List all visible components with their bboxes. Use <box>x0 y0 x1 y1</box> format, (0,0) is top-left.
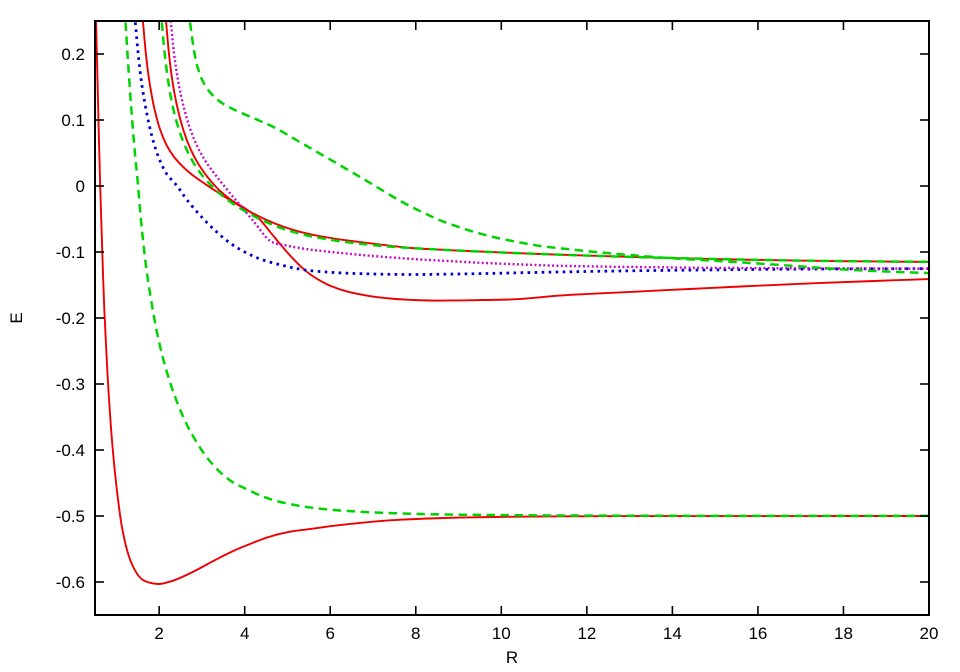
curves-layer <box>95 21 929 585</box>
axis-ticks <box>95 21 930 615</box>
plot-frame <box>94 20 930 616</box>
y-tick-label: -0.3 <box>56 375 85 394</box>
y-tick-label: 0 <box>76 177 85 196</box>
x-tick-label: 6 <box>325 624 334 643</box>
y-tick-label: -0.4 <box>56 441 85 460</box>
x-tick-label: 18 <box>834 624 853 643</box>
x-tick-label: 2 <box>154 624 163 643</box>
curve-blue-dotted <box>133 21 929 276</box>
y-axis-title: E <box>7 312 26 323</box>
curve-red-solid-shallow-well <box>165 21 929 302</box>
curve-green-dashed-upper-b <box>188 21 929 275</box>
x-tick-label: 20 <box>920 624 939 643</box>
curve-red-solid-deep-well <box>95 21 929 585</box>
x-tick-label: 14 <box>663 624 682 643</box>
y-tick-label: -0.2 <box>56 309 85 328</box>
y-tick-label: -0.6 <box>56 573 85 592</box>
curve-red-solid-flattening <box>141 21 929 263</box>
axis-tick-labels: 2 4 6 8 10 12 14 16 18 20 0.2 0.1 0 -0.1 -0.2 -0.3 -0.4 -… <box>56 45 939 643</box>
x-tick-label: 16 <box>748 624 767 643</box>
x-axis-title: R <box>506 648 518 667</box>
x-tick-label: 12 <box>577 624 596 643</box>
x-tick-label: 8 <box>411 624 420 643</box>
y-tick-label: 0.1 <box>61 111 85 130</box>
curve-green-dashed-upper-a <box>160 21 929 264</box>
x-tick-label: 10 <box>492 624 511 643</box>
y-tick-label: 0.2 <box>61 45 85 64</box>
plot-border <box>94 20 930 616</box>
y-tick-label: -0.1 <box>56 243 85 262</box>
curve-green-dashed-repulsive <box>124 21 929 518</box>
curve-magenta-dotted <box>169 21 929 270</box>
y-tick-label: -0.5 <box>56 507 85 526</box>
x-tick-label: 4 <box>240 624 249 643</box>
